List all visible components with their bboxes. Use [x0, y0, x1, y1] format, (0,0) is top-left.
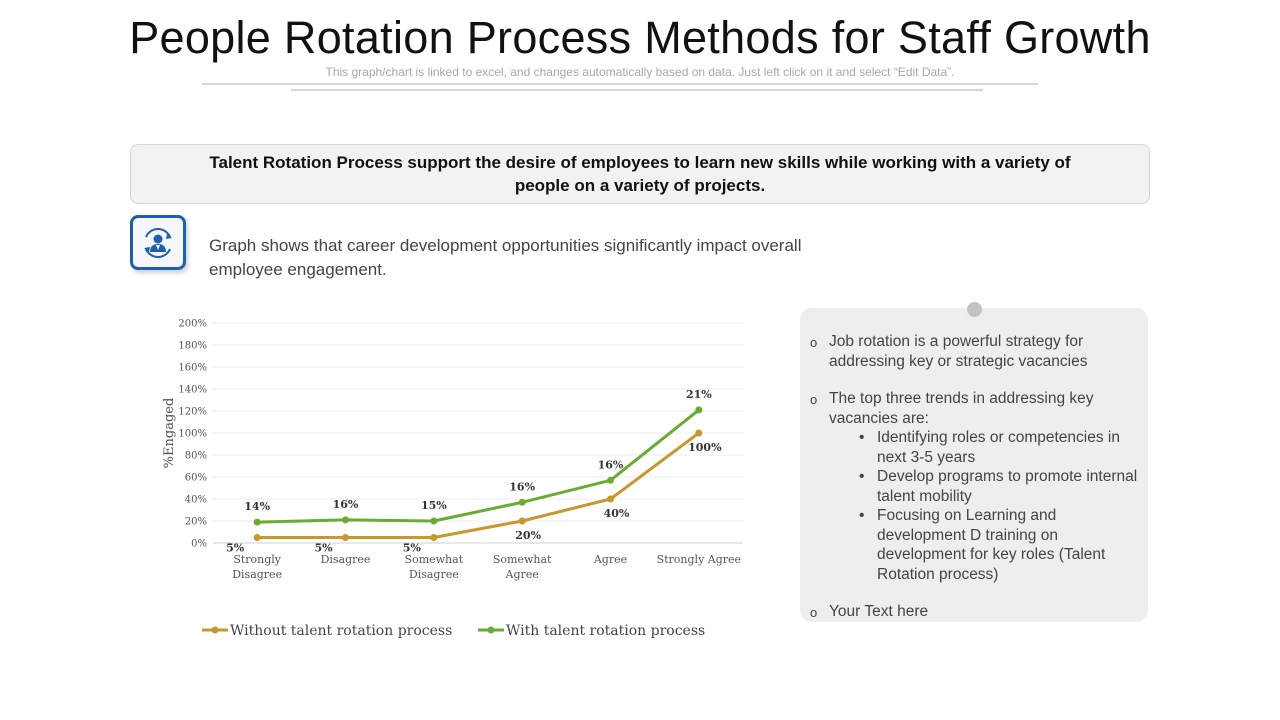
legend-label: With talent rotation process: [506, 623, 705, 639]
y-tick-label: 160%: [178, 363, 207, 374]
data-point: [342, 534, 349, 541]
notes-panel: [800, 308, 1148, 622]
note-marker: o: [810, 392, 818, 407]
note-subitem: • Develop programs to promote internal t…: [810, 467, 1140, 506]
summary-banner: Talent Rotation Process support the desi…: [130, 144, 1150, 204]
y-tick-label: 40%: [185, 495, 207, 506]
y-tick-label: 80%: [185, 451, 207, 462]
series-line-without-rotation: [257, 431, 700, 539]
data-point: [342, 516, 349, 524]
data-label: 20%: [515, 529, 541, 542]
y-tick-label: 100%: [178, 429, 207, 440]
data-point: [253, 534, 261, 541]
legend-label: Without talent rotation process: [230, 623, 452, 639]
data-label: 40%: [604, 507, 630, 520]
employee-rotation-icon: [130, 215, 186, 270]
y-axis-label: %Engaged: [162, 398, 177, 469]
y-tick-label: 120%: [178, 407, 207, 418]
note-item: o The top three trends in addressing key…: [810, 389, 1140, 428]
data-point: [430, 534, 438, 541]
note-text: Your Text here: [829, 603, 929, 620]
note-text: Job rotation is a powerful strategy for …: [829, 333, 1088, 370]
note-item: o Job rotation is a powerful strategy fo…: [810, 332, 1140, 371]
data-point: [430, 517, 438, 525]
x-tick-label: Disagree: [321, 553, 371, 566]
note-item: o Your Text here: [810, 602, 1140, 622]
title-divider-bottom: [291, 89, 983, 91]
data-label: 5%: [314, 542, 333, 555]
data-label: 16%: [598, 458, 624, 471]
data-label: 14%: [244, 500, 270, 513]
note-subitem-text: Develop programs to promote internal tal…: [877, 468, 1138, 505]
summary-banner-text: Talent Rotation Process support the desi…: [209, 153, 1071, 195]
note-marker: o: [810, 605, 818, 620]
page-title: People Rotation Process Methods for Staf…: [129, 12, 1151, 63]
x-tick-label: Somewhat Agree: [493, 553, 552, 581]
x-tick-label: Agree: [593, 553, 627, 566]
page-subtitle: This graph/chart is linked to excel, and…: [325, 65, 955, 79]
data-label: 16%: [509, 480, 535, 493]
y-tick-label: 20%: [185, 517, 207, 528]
bullet-dot: •: [859, 429, 865, 446]
x-tick-label: Strongly Agree: [657, 553, 741, 566]
data-label: 5%: [226, 542, 245, 555]
data-point: [518, 517, 526, 525]
y-tick-label: 60%: [185, 473, 207, 484]
bullet-dot: •: [859, 468, 865, 485]
title-divider-top: [202, 83, 1038, 85]
notes-pin: [967, 302, 982, 317]
y-tick-label: 140%: [178, 385, 207, 396]
engagement-line-chart: 0% 20% 40% 60% 80% 100% 120% 140% 160% 180% 200% %E…: [162, 319, 743, 639]
legend-marker: [211, 626, 219, 634]
graph-description: Graph shows that career development oppo…: [209, 236, 802, 279]
data-point: [695, 429, 703, 437]
data-point: [607, 495, 614, 503]
data-point: [253, 518, 261, 526]
y-tick-label: 0%: [191, 539, 207, 550]
note-subitem-text: Identifying roles or competencies in nex…: [877, 429, 1120, 466]
data-label: 16%: [333, 498, 359, 511]
note-subitem: • Identifying roles or competencies in n…: [810, 428, 1140, 467]
y-tick-label: 180%: [178, 341, 207, 352]
legend-marker: [487, 626, 495, 634]
notes-list: o Job rotation is a powerful strategy fo…: [810, 332, 1140, 622]
data-point: [695, 406, 703, 414]
x-tick-label: Strongly Disagree: [232, 553, 282, 581]
bullet-dot: •: [859, 507, 865, 524]
note-marker: o: [810, 335, 818, 350]
series-line-with-rotation: [257, 408, 700, 524]
x-tick-label: Somewhat Disagree: [405, 553, 464, 581]
note-subitem-text: Focusing on Learning and development D t…: [877, 507, 1106, 583]
data-label: 15%: [421, 499, 447, 512]
data-label: 5%: [403, 542, 422, 555]
data-label: 21%: [686, 388, 712, 401]
data-label: 100%: [688, 441, 722, 454]
note-subitem: • Focusing on Learning and development D…: [810, 506, 1140, 584]
employee-rotation-icon-glyph: [144, 227, 172, 258]
y-tick-label: 200%: [178, 319, 207, 330]
data-point: [607, 476, 614, 484]
note-text: The top three trends in addressing key v…: [829, 390, 1094, 427]
data-point: [518, 498, 526, 506]
